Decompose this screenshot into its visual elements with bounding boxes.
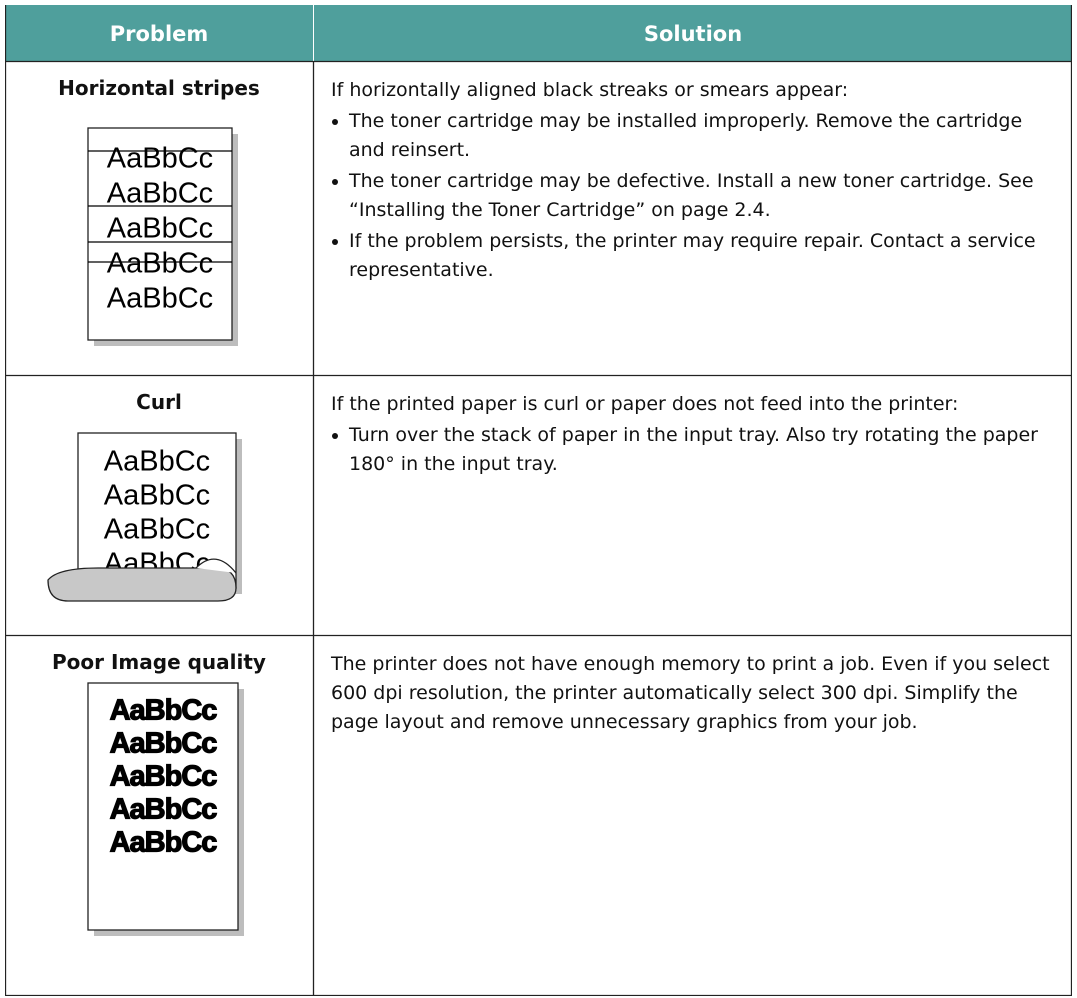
page — [87, 127, 233, 341]
page — [87, 682, 239, 931]
sample-text: AaBbCc — [104, 480, 210, 512]
curl-fold — [195, 558, 237, 574]
bullet-text: Turn over the stack of paper in the inpu… — [349, 424, 1038, 475]
sample-text: AaBbCc — [110, 827, 218, 859]
solution: If horizontally aligned black streaks or… — [331, 76, 1056, 285]
solution-intro: If the printed paper is curl or paper do… — [331, 393, 959, 415]
bullet-item: The toner cartridge may be installed imp… — [331, 107, 1056, 165]
bullet-item: The toner cartridge may be defective. In… — [331, 167, 1056, 225]
sample-text: AaBbCc — [104, 514, 210, 546]
sample-text: AaBbCc — [107, 248, 213, 280]
sample-text: AaBbCc — [110, 695, 218, 727]
solution: The printer does not have enough memory … — [331, 650, 1056, 737]
bullet-dot — [332, 433, 338, 439]
sample-text: AaBbCc — [104, 446, 210, 478]
bullet-text: If the problem persists, the printer may… — [349, 230, 1036, 281]
table-lines: AaBbCcAaBbCcAaBbCcAaBbCcAaBbCcAaBbCcAaBb… — [5, 5, 1072, 996]
bullet-text: The toner cartridge may be installed imp… — [349, 110, 1023, 161]
bullet-dot — [332, 179, 338, 185]
bullet-text: The toner cartridge may be defective. In… — [349, 170, 1034, 221]
header-text: Problem — [109, 21, 209, 46]
paper-curl — [47, 567, 237, 602]
header-text: Solution — [643, 21, 743, 46]
bullet-item: If the problem persists, the printer may… — [331, 227, 1056, 285]
sample-text: AaBbCc — [107, 178, 213, 210]
header-cell: Problem — [5, 5, 313, 62]
sample-text: AaBbCc — [110, 794, 218, 826]
sample-text: AaBbCc — [107, 213, 213, 245]
sample-text: AaBbCc — [107, 283, 213, 315]
problem-title: Curl — [136, 390, 182, 414]
solution: If the printed paper is curl or paper do… — [331, 390, 1056, 479]
solution-intro: If horizontally aligned black streaks or… — [331, 79, 849, 101]
bullet-item: Turn over the stack of paper in the inpu… — [331, 421, 1056, 479]
sample-text: AaBbCc — [110, 761, 218, 793]
troubleshooting-table: Problem Solution AaBbCc AaBbCc AaBbCc AaBbC… — [5, 5, 1072, 996]
sample-text: AaBbCc — [107, 143, 213, 175]
bullet-dot — [332, 119, 338, 125]
problem-title: Horizontal stripes — [58, 76, 260, 100]
sample-text: AaBbCc — [110, 728, 218, 760]
problem-title: Poor Image quality — [52, 650, 266, 674]
solution-intro: The printer does not have enough memory … — [331, 653, 1050, 733]
header-cell: Solution — [314, 5, 1072, 62]
bullet-dot — [332, 239, 338, 245]
